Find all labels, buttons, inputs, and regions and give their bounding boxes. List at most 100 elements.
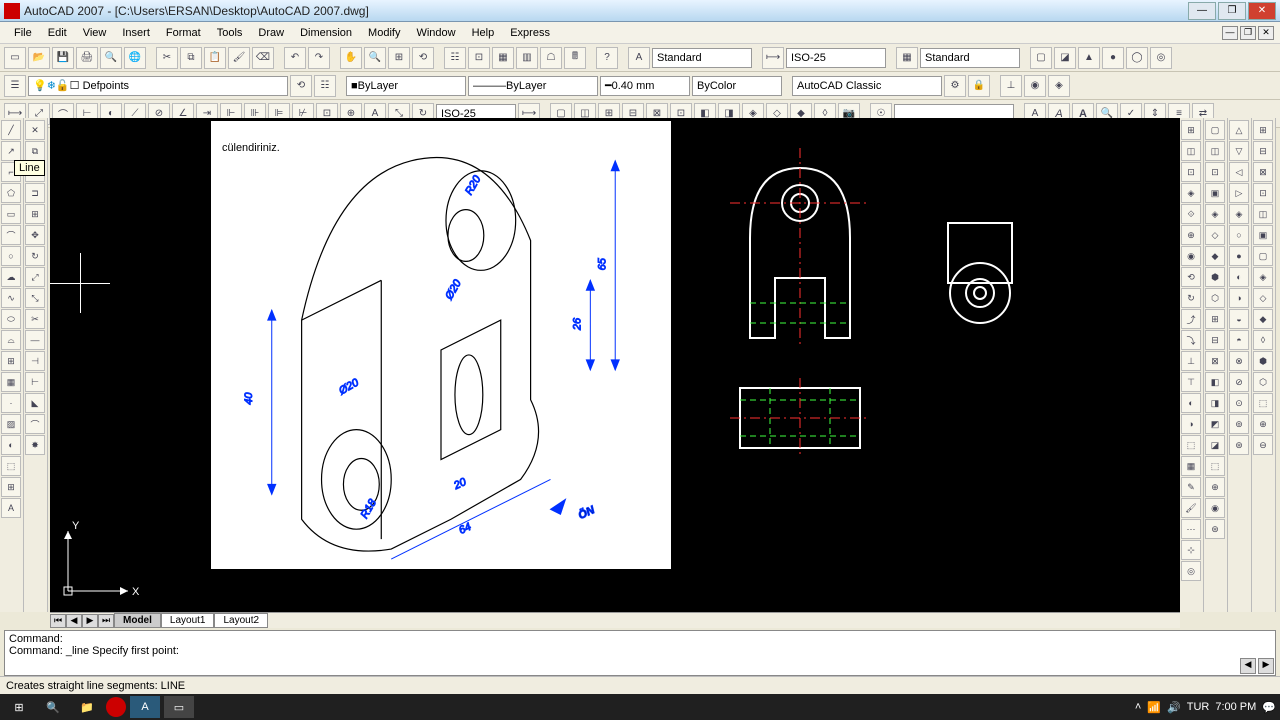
r3-3-icon[interactable]: ◁ (1229, 162, 1249, 182)
text-style-select[interactable]: Standard (652, 48, 752, 68)
r1-19-icon[interactable]: 🖌 (1181, 498, 1201, 518)
command-window[interactable]: Command: Command: _line Specify first po… (4, 630, 1276, 676)
cyl-icon[interactable]: ◯ (1126, 47, 1148, 69)
move-icon[interactable]: ✥ (25, 225, 45, 245)
spline-icon[interactable]: ∿ (1, 288, 21, 308)
r3-14-icon[interactable]: ⊙ (1229, 393, 1249, 413)
cone-icon[interactable]: ▲ (1078, 47, 1100, 69)
match-icon[interactable]: 🖌 (228, 47, 250, 69)
r1-18-icon[interactable]: ✎ (1181, 477, 1201, 497)
r3-16-icon[interactable]: ⊛ (1229, 435, 1249, 455)
layer-mgr-icon[interactable]: ☰ (4, 75, 26, 97)
ws-settings-icon[interactable]: ⚙ (944, 75, 966, 97)
r1-9-icon[interactable]: ↻ (1181, 288, 1201, 308)
close-button[interactable]: ✕ (1248, 2, 1276, 20)
minimize-button[interactable]: — (1188, 2, 1216, 20)
r1-16-icon[interactable]: ⬚ (1181, 435, 1201, 455)
r2-19-icon[interactable]: ◉ (1205, 498, 1225, 518)
r2-4-icon[interactable]: ▣ (1205, 183, 1225, 203)
stretch-icon[interactable]: ⤡ (25, 288, 45, 308)
r1-5-icon[interactable]: ⟐ (1181, 204, 1201, 224)
color-select[interactable]: ■ ByLayer (346, 76, 466, 96)
explode-icon[interactable]: ✸ (25, 435, 45, 455)
r3-11-icon[interactable]: ◓ (1229, 330, 1249, 350)
3d-icon[interactable]: ◈ (1048, 75, 1070, 97)
tab-layout1[interactable]: Layout1 (161, 613, 215, 628)
r2-2-icon[interactable]: ◫ (1205, 141, 1225, 161)
orbit-icon[interactable]: ◉ (1024, 75, 1046, 97)
ws-lock-icon[interactable]: 🔒 (968, 75, 990, 97)
r4-2-icon[interactable]: ⊟ (1253, 141, 1273, 161)
dim-style2-select[interactable]: Standard (920, 48, 1020, 68)
block-icon[interactable]: ▦ (1, 372, 21, 392)
r2-16-icon[interactable]: ◪ (1205, 435, 1225, 455)
linetype-select[interactable]: ——— ByLayer (468, 76, 598, 96)
r1-22-icon[interactable]: ◎ (1181, 561, 1201, 581)
tray-time[interactable]: 7:00 PM (1215, 701, 1256, 713)
menu-help[interactable]: Help (464, 25, 503, 41)
point-icon[interactable]: · (1, 393, 21, 413)
menu-insert[interactable]: Insert (114, 25, 158, 41)
extend-icon[interactable]: — (25, 330, 45, 350)
r4-9-icon[interactable]: ◇ (1253, 288, 1273, 308)
save-icon[interactable]: 💾 (52, 47, 74, 69)
r2-1-icon[interactable]: ▢ (1205, 120, 1225, 140)
r2-15-icon[interactable]: ◩ (1205, 414, 1225, 434)
rotate-icon[interactable]: ↻ (25, 246, 45, 266)
zoom-prev-icon[interactable]: ⟲ (412, 47, 434, 69)
r3-1-icon[interactable]: △ (1229, 120, 1249, 140)
tab-model[interactable]: Model (114, 613, 161, 628)
r2-5-icon[interactable]: ◈ (1205, 204, 1225, 224)
r3-7-icon[interactable]: ● (1229, 246, 1249, 266)
redo-icon[interactable]: ↷ (308, 47, 330, 69)
r2-11-icon[interactable]: ⊟ (1205, 330, 1225, 350)
r4-13-icon[interactable]: ⬡ (1253, 372, 1273, 392)
menu-modify[interactable]: Modify (360, 25, 408, 41)
cmd-scroll-right[interactable]: ▶ (1258, 658, 1274, 674)
r1-4-icon[interactable]: ◈ (1181, 183, 1201, 203)
r4-16-icon[interactable]: ⊖ (1253, 435, 1273, 455)
tab-next-button[interactable]: ▶ (82, 614, 98, 628)
r1-21-icon[interactable]: ⊹ (1181, 540, 1201, 560)
r1-2-icon[interactable]: ◫ (1181, 141, 1201, 161)
r4-8-icon[interactable]: ◈ (1253, 267, 1273, 287)
region-icon[interactable]: ⬚ (1, 456, 21, 476)
r4-4-icon[interactable]: ⊡ (1253, 183, 1273, 203)
line-icon[interactable]: ╱ (1, 120, 21, 140)
calc-icon[interactable]: 🖩 (564, 47, 586, 69)
autocad-task-icon[interactable]: A (130, 696, 160, 718)
lineweight-select[interactable]: ━ 0.40 mm (600, 76, 690, 96)
wedge-icon[interactable]: ◪ (1054, 47, 1076, 69)
insert-icon[interactable]: ⊞ (1, 351, 21, 371)
opera-icon[interactable] (106, 697, 126, 717)
r2-12-icon[interactable]: ⊠ (1205, 351, 1225, 371)
tab-prev-button[interactable]: ◀ (66, 614, 82, 628)
plot-icon[interactable]: 🖨 (76, 47, 98, 69)
layer-state-icon[interactable]: ☷ (314, 75, 336, 97)
r3-5-icon[interactable]: ◈ (1229, 204, 1249, 224)
tab-layout2[interactable]: Layout2 (214, 613, 268, 628)
tray-network-icon[interactable]: 📶 (1147, 701, 1161, 714)
tray-chevron-icon[interactable]: ˄ (1135, 701, 1141, 713)
r3-8-icon[interactable]: ◐ (1229, 267, 1249, 287)
menu-view[interactable]: View (75, 25, 115, 41)
tray-lang[interactable]: TUR (1187, 701, 1210, 713)
r1-20-icon[interactable]: ⋯ (1181, 519, 1201, 539)
r3-9-icon[interactable]: ◑ (1229, 288, 1249, 308)
r4-11-icon[interactable]: ◊ (1253, 330, 1273, 350)
tablestyle-icon[interactable]: ▦ (896, 47, 918, 69)
copy-icon[interactable]: ⧉ (180, 47, 202, 69)
explorer-icon[interactable]: 📁 (72, 696, 102, 718)
r2-3-icon[interactable]: ⊡ (1205, 162, 1225, 182)
rect-icon[interactable]: ▭ (1, 204, 21, 224)
workspace-select[interactable]: AutoCAD Classic (792, 76, 942, 96)
cut-icon[interactable]: ✂ (156, 47, 178, 69)
r2-10-icon[interactable]: ⊞ (1205, 309, 1225, 329)
r3-2-icon[interactable]: ▽ (1229, 141, 1249, 161)
r4-15-icon[interactable]: ⊕ (1253, 414, 1273, 434)
r2-14-icon[interactable]: ◨ (1205, 393, 1225, 413)
r2-6-icon[interactable]: ◇ (1205, 225, 1225, 245)
trim-icon[interactable]: ✂ (25, 309, 45, 329)
circle-icon[interactable]: ○ (1, 246, 21, 266)
plotstyle-select[interactable]: ByColor (692, 76, 782, 96)
